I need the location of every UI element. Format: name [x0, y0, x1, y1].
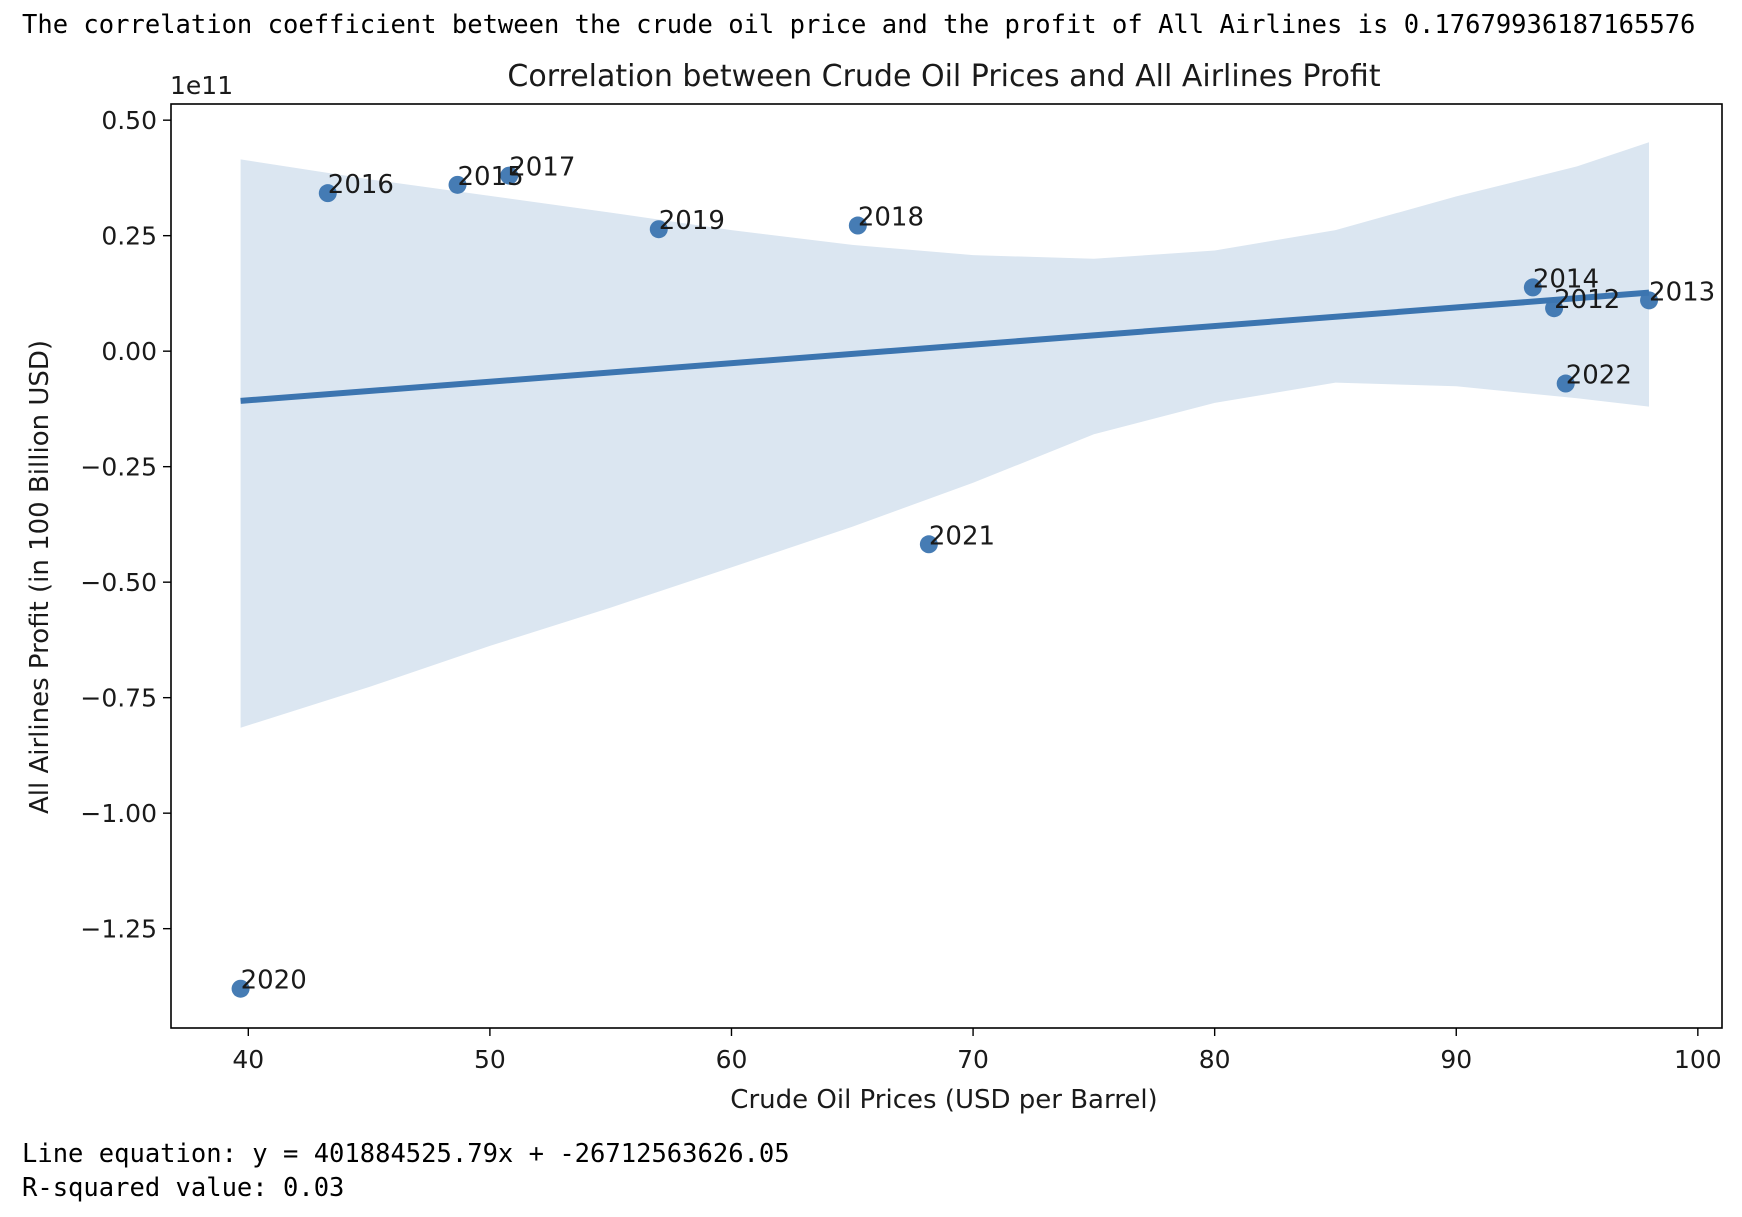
x-axis-label: Crude Oil Prices (USD per Barrel)	[730, 1085, 1157, 1115]
x-tick-label: 100	[1674, 1045, 1722, 1074]
data-label-2014: 2014	[1533, 264, 1599, 294]
data-label-2012: 2012	[1554, 285, 1620, 315]
data-label-2022: 2022	[1566, 361, 1632, 391]
x-tick-label: 70	[957, 1045, 989, 1074]
y-tick-label: −0.75	[80, 684, 157, 713]
data-point-2014	[1523, 278, 1542, 297]
y-tick-label: 0.50	[101, 106, 157, 135]
confidence-band	[240, 142, 1650, 728]
y-tick-label: −1.25	[80, 915, 157, 944]
y-axis-label: All Airlines Profit (in 100 Billion USD)	[25, 340, 55, 814]
data-label-2016: 2016	[328, 170, 394, 200]
x-tick-label: 90	[1440, 1045, 1472, 1074]
data-label-2021: 2021	[929, 521, 995, 551]
data-point-2022	[1556, 374, 1575, 393]
data-point-2013	[1640, 291, 1659, 310]
data-point-2017	[500, 166, 519, 185]
regression-line	[240, 289, 1650, 404]
chart-text-layer: Correlation between Crude Oil Prices and…	[25, 59, 1381, 1115]
data-label-2018: 2018	[858, 203, 924, 233]
data-point-2019	[649, 220, 668, 239]
x-tick-label: 40	[232, 1045, 264, 1074]
chart-title: Correlation between Crude Oil Prices and…	[507, 59, 1380, 94]
data-points-layer: 2012 2013 2014 2015 2016 2017 2018 2019 2020 2021…	[231, 153, 1715, 998]
data-point-2021	[919, 535, 938, 554]
y-tick-label: 0.00	[101, 337, 157, 366]
data-label-2015: 2015	[458, 162, 524, 192]
data-label-2017: 2017	[509, 153, 575, 183]
r-squared-text: R-squared value: 0.03	[22, 1173, 345, 1203]
y-tick-label: −1.00	[80, 799, 157, 828]
regression-line-layer	[240, 289, 1650, 404]
y-axis-offset-label: 1e11	[170, 71, 233, 100]
data-point-2016	[318, 184, 337, 203]
x-tick-label: 80	[1199, 1045, 1231, 1074]
axes-layer: 40 50 60 70 80 90 100 0.50 0.25 0.00 −0.25 −0.50 −0.…	[80, 103, 1723, 1074]
data-point-2012	[1545, 299, 1564, 318]
data-point-2018	[848, 216, 867, 235]
y-tick-label: −0.50	[80, 568, 157, 597]
data-point-2015	[448, 175, 467, 194]
confidence-band-layer	[240, 142, 1650, 728]
y-tick-label: 0.25	[101, 222, 157, 251]
y-tick-label: −0.25	[80, 453, 157, 482]
data-label-2013: 2013	[1649, 277, 1715, 307]
plot-frame	[170, 103, 1723, 1029]
data-point-2020	[231, 979, 250, 998]
data-label-2019: 2019	[659, 206, 725, 236]
correlation-output-text: The correlation coefficient between the …	[22, 10, 1696, 40]
x-tick-label: 60	[716, 1045, 748, 1074]
line-equation-text: Line equation: y = 401884525.79x + -2671…	[22, 1139, 790, 1169]
x-tick-label: 50	[474, 1045, 506, 1074]
data-label-2020: 2020	[241, 966, 307, 996]
